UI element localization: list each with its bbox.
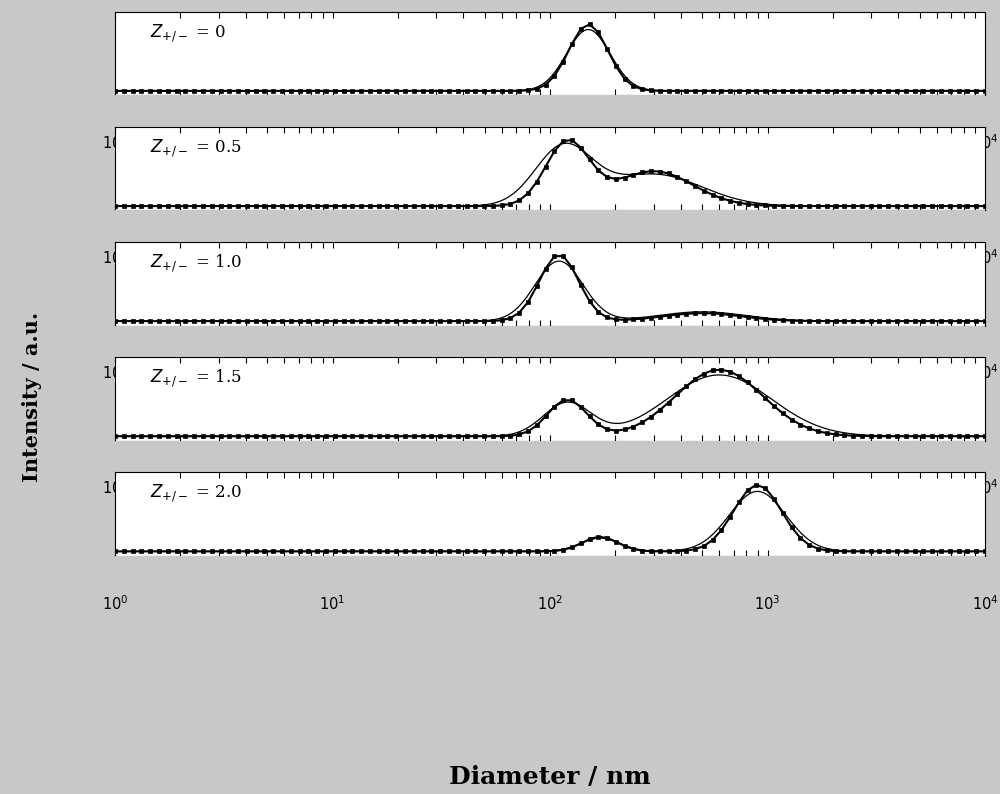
Text: $Z_{+/-}$ = 1.0: $Z_{+/-}$ = 1.0 (150, 252, 242, 274)
Text: $Z_{+/-}$ = 1.5: $Z_{+/-}$ = 1.5 (150, 368, 242, 389)
Text: Diameter / nm: Diameter / nm (449, 765, 651, 788)
Text: Intensity / a.u.: Intensity / a.u. (22, 312, 42, 482)
Text: $Z_{+/-}$ = 2.0: $Z_{+/-}$ = 2.0 (150, 483, 242, 504)
Text: $Z_{+/-}$ = 0.5: $Z_{+/-}$ = 0.5 (150, 137, 242, 159)
Text: $Z_{+/-}$ = 0: $Z_{+/-}$ = 0 (150, 22, 226, 44)
